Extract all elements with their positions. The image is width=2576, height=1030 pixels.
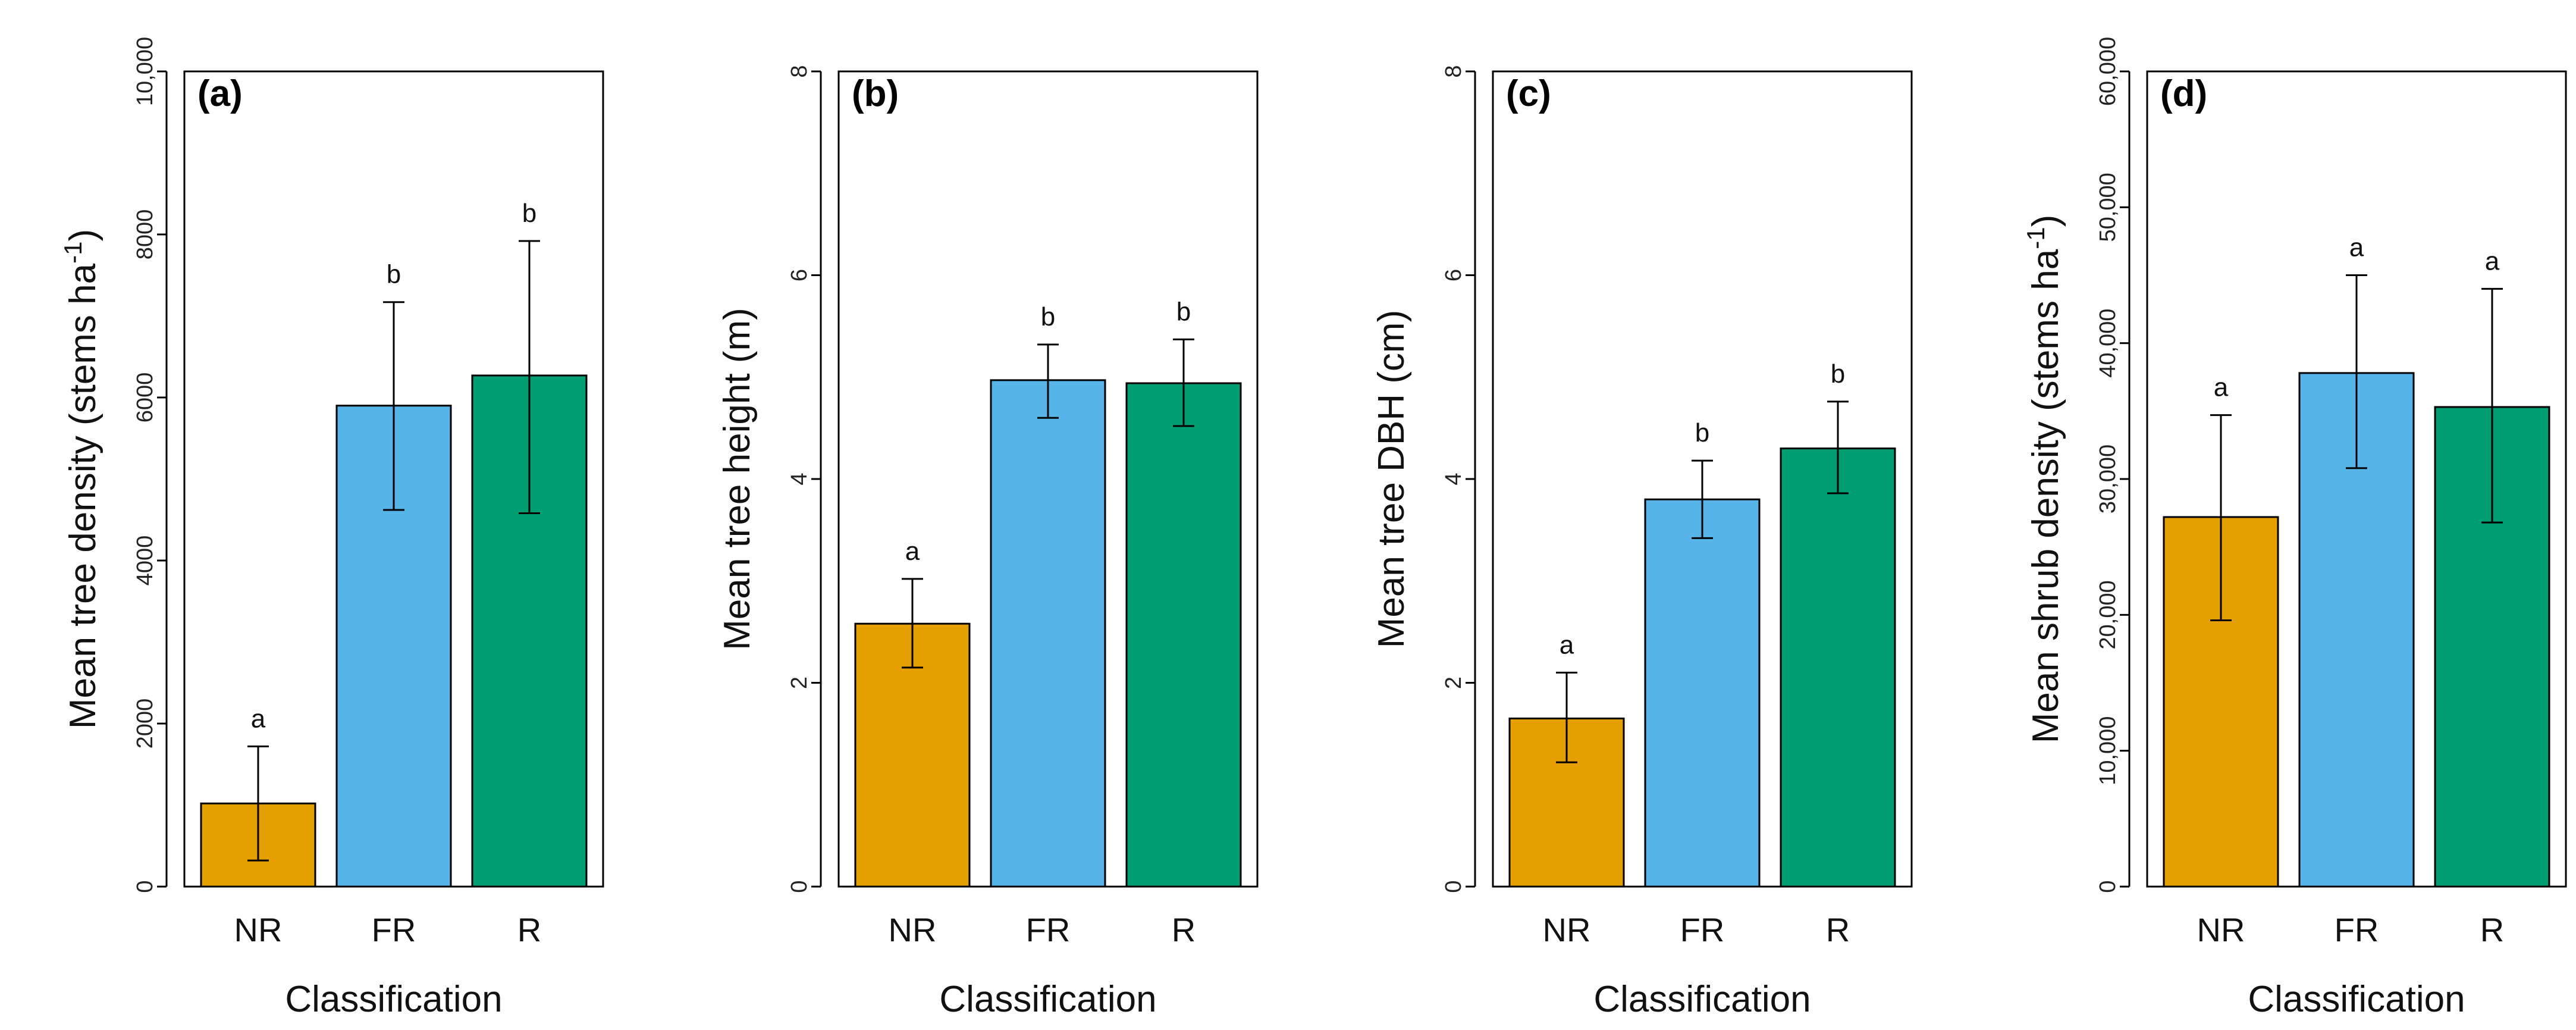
chart2-y-tick-label: 4	[1441, 472, 1466, 485]
chart3-y-tick-label: 20,000	[2095, 580, 2120, 649]
chart2-x-tick-label: NR	[1543, 911, 1591, 948]
chart1-y-tick-label: 0	[787, 880, 812, 893]
chart1-bar-r	[1125, 382, 1242, 888]
chart0-y-tick-label: 0	[133, 880, 158, 893]
chart3-y-tick-label: 40,000	[2095, 309, 2120, 378]
chart1-y-tick-label: 8	[787, 65, 812, 77]
chart0-x-tick-label: FR	[372, 911, 416, 948]
chart3-sig-letter: a	[2349, 233, 2364, 262]
chart3-y-tick-label: 0	[2095, 880, 2120, 893]
chart2-y-tick-label: 0	[1441, 880, 1466, 893]
chart2-sig-letter: b	[1695, 418, 1709, 447]
chart3-sig-letter: a	[2485, 246, 2500, 275]
chart0-y-tick-label: 6000	[133, 372, 158, 423]
chart1-y-tick-label: 2	[787, 677, 812, 689]
chart3-x-tick-label: NR	[2197, 911, 2245, 948]
chart0-panel-letter: (a)	[197, 73, 243, 114]
chart2-panel-letter: (c)	[1506, 73, 1551, 114]
chart0-sig-letter: a	[251, 704, 266, 733]
chart3-x-tick-label: R	[2480, 911, 2504, 948]
chart0-x-tick-label: R	[517, 911, 541, 948]
chart0-sig-letter: b	[387, 260, 401, 289]
chart2-bar-r	[1780, 447, 1896, 888]
chart2-x-label: Classification	[1593, 979, 1811, 1020]
chart0-x-label: Classification	[285, 979, 502, 1020]
chart0-x-tick-label: NR	[234, 911, 283, 948]
chart2-sig-letter: a	[1560, 630, 1574, 659]
chart2-y-tick-label: 8	[1441, 65, 1466, 77]
chart1-bar-fr	[990, 379, 1106, 888]
chart3-x-label: Classification	[2248, 979, 2465, 1020]
chart3-y-tick-label: 50,000	[2095, 173, 2120, 242]
chart2-bar-fr	[1644, 498, 1761, 888]
chart1-x-tick-label: FR	[1026, 911, 1071, 948]
chart2-y-tick-label: 2	[1441, 677, 1466, 689]
chart1-panel-letter: (b)	[852, 73, 899, 114]
chart1-x-tick-label: R	[1172, 911, 1196, 948]
chart3-sig-letter: a	[2214, 373, 2229, 402]
chart0-y-tick-label: 2000	[133, 699, 158, 749]
chart2-x-tick-label: FR	[1680, 911, 1725, 948]
chart1-y-tick-label: 6	[787, 269, 812, 281]
chart0-y-tick-label: 8000	[133, 209, 158, 260]
chart1-sig-letter: a	[905, 537, 920, 566]
chart3-panel-letter: (d)	[2160, 73, 2207, 114]
chart2-x-tick-label: R	[1826, 911, 1850, 948]
chart1-x-label: Classification	[939, 979, 1156, 1020]
chart0-y-label: Mean tree density (stems ha-1)	[59, 229, 104, 729]
chart3-y-tick-label: 10,000	[2095, 716, 2120, 785]
chart1-x-tick-label: NR	[889, 911, 937, 948]
chart1-y-tick-label: 4	[787, 472, 812, 485]
chart0-y-tick-label: 10,000	[133, 37, 158, 106]
chart1-sig-letter: b	[1176, 297, 1191, 326]
chart3-y-tick-label: 60,000	[2095, 37, 2120, 106]
chart2-y-tick-label: 6	[1441, 269, 1466, 281]
chart3-y-tick-label: 30,000	[2095, 444, 2120, 514]
chart3-y-label: Mean shrub density (stems ha-1)	[2022, 215, 2067, 744]
chart3-x-tick-label: FR	[2335, 911, 2379, 948]
chart1-y-label: Mean tree height (m)	[717, 308, 758, 650]
chart0-sig-letter: b	[522, 199, 536, 228]
chart2-y-label: Mean tree DBH (cm)	[1371, 310, 1412, 648]
chart0-y-tick-label: 4000	[133, 536, 158, 586]
chart1-sig-letter: b	[1041, 302, 1055, 331]
chart2-sig-letter: b	[1831, 359, 1845, 389]
